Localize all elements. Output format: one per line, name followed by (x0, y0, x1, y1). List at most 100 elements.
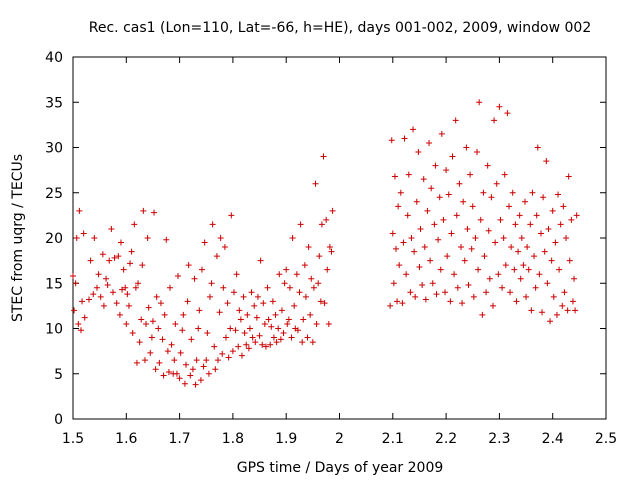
data-point (565, 173, 572, 180)
data-point (260, 300, 267, 307)
data-point (129, 330, 136, 337)
data-point (541, 248, 548, 255)
data-point (143, 320, 150, 327)
data-point (401, 135, 408, 142)
data-point (208, 280, 215, 287)
data-point (152, 366, 159, 373)
data-point (140, 207, 147, 214)
data-point (324, 266, 331, 273)
data-point (237, 316, 244, 323)
data-point (531, 253, 538, 260)
data-point (525, 266, 532, 273)
data-point (497, 216, 504, 223)
data-point (257, 257, 264, 264)
plot-frame (72, 56, 607, 420)
data-point (518, 235, 525, 241)
data-point (281, 280, 288, 287)
data-point (153, 293, 160, 300)
data-point (504, 110, 511, 117)
data-point (189, 366, 196, 373)
data-point (429, 280, 436, 287)
data-point (268, 323, 275, 330)
data-point (233, 271, 240, 278)
data-point (486, 275, 493, 282)
data-point (270, 334, 277, 341)
data-point (175, 273, 182, 280)
x-tick-label: 1.9 (275, 431, 297, 447)
data-point (224, 300, 231, 307)
data-point (524, 244, 531, 251)
data-point (528, 307, 535, 314)
data-point (399, 300, 406, 307)
data-point (211, 343, 218, 350)
data-point (465, 282, 472, 289)
x-tick-label: 1.6 (115, 431, 137, 447)
data-point (191, 275, 198, 282)
data-point (505, 203, 512, 210)
data-point (184, 298, 191, 305)
data-point (323, 216, 330, 223)
data-point (176, 375, 183, 382)
data-point (521, 198, 528, 205)
data-point (188, 336, 195, 343)
data-point (325, 320, 332, 327)
data-point (182, 361, 189, 368)
data-point (294, 327, 301, 334)
data-point (212, 366, 219, 373)
data-point (115, 253, 122, 260)
data-point (511, 266, 518, 273)
data-point (262, 343, 269, 350)
x-tick-label: 2 (335, 431, 344, 447)
data-point (326, 244, 333, 251)
data-point (238, 352, 245, 359)
data-point (133, 359, 140, 366)
data-point (264, 284, 271, 291)
data-point (315, 280, 322, 287)
data-point (244, 311, 251, 318)
y-axis: 0 5 10 15 20 25 30 35 40 (45, 50, 606, 428)
data-point (172, 320, 179, 327)
data-point (499, 284, 506, 291)
data-point (312, 180, 319, 187)
data-point (269, 298, 276, 305)
data-point (395, 203, 402, 210)
data-point (555, 191, 562, 198)
data-point (532, 284, 539, 291)
data-point (571, 275, 578, 282)
data-point (545, 225, 552, 232)
data-series-stec (70, 99, 580, 388)
data-point (161, 311, 168, 318)
data-point (443, 167, 450, 174)
data-point (470, 293, 477, 300)
data-point (392, 245, 399, 252)
data-point (125, 302, 132, 309)
data-point (185, 262, 192, 269)
data-point (480, 189, 487, 196)
data-point (95, 271, 102, 278)
data-point (490, 302, 497, 309)
data-point (309, 339, 316, 346)
data-point (408, 235, 415, 241)
data-point (278, 307, 285, 314)
data-point (316, 253, 323, 260)
data-point (97, 293, 104, 300)
data-point (291, 302, 298, 309)
data-point (328, 248, 335, 255)
data-point (214, 357, 221, 364)
data-point (132, 284, 139, 291)
data-point (236, 307, 243, 314)
data-point (117, 239, 124, 246)
data-point (139, 262, 146, 269)
data-point (523, 293, 530, 300)
data-point (556, 266, 563, 273)
data-point (243, 341, 250, 348)
data-point (474, 149, 481, 156)
data-point (300, 316, 307, 323)
data-point (320, 153, 327, 160)
data-point (552, 239, 559, 246)
data-point (108, 225, 115, 232)
data-point (308, 275, 315, 282)
data-point (296, 289, 303, 296)
data-point (116, 311, 123, 318)
